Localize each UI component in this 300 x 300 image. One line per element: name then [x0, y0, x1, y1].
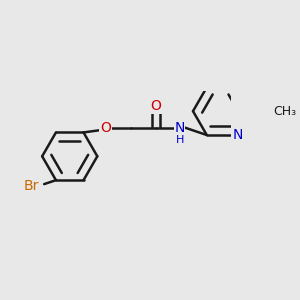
Text: O: O [151, 99, 161, 113]
Text: Br: Br [23, 179, 39, 194]
Text: H: H [176, 134, 184, 145]
Text: O: O [100, 122, 111, 136]
Text: N: N [174, 121, 185, 135]
Text: CH₃: CH₃ [273, 105, 296, 118]
Text: N: N [232, 128, 243, 142]
